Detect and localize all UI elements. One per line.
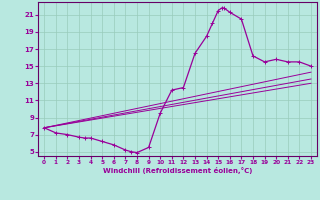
- X-axis label: Windchill (Refroidissement éolien,°C): Windchill (Refroidissement éolien,°C): [103, 167, 252, 174]
